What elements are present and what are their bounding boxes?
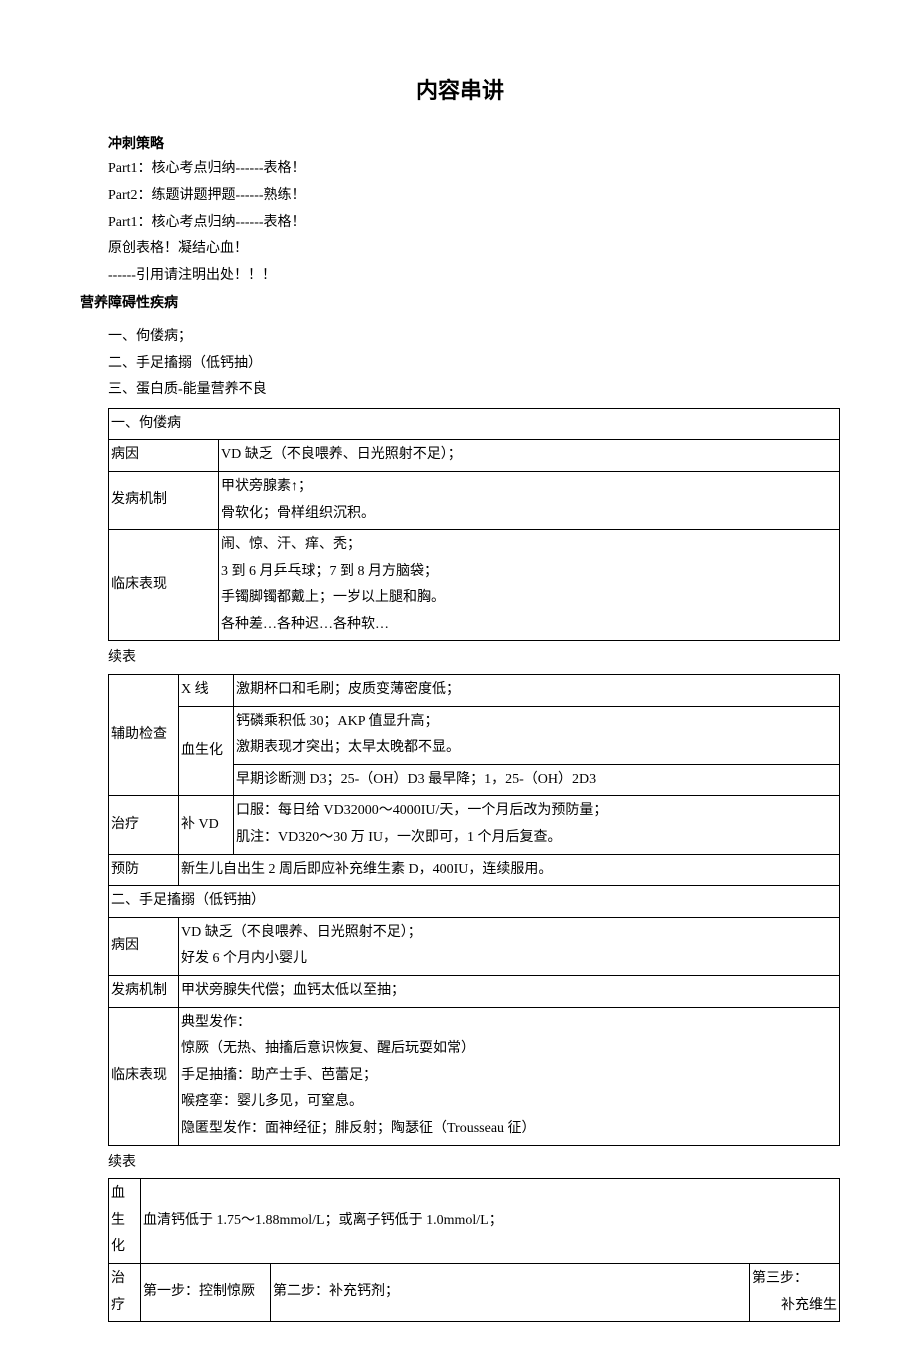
strategy-line: 原创表格！凝结心血！ <box>108 236 840 263</box>
continue-label: 续表 <box>80 645 840 672</box>
table-cell: 血生化 <box>179 706 234 796</box>
table-cell: 第一步：控制惊厥 <box>141 1263 271 1321</box>
table-row-header: 二、手足搐搦（低钙抽） <box>109 886 840 918</box>
table-cell: 补 VD <box>179 796 234 854</box>
table-row-header: 一、佝偻病 <box>109 408 840 440</box>
table-cell: 临床表现 <box>109 530 219 641</box>
table-cell: 病因 <box>109 440 219 472</box>
table-cell: 典型发作： 惊厥（无热、抽搐后意识恢复、醒后玩耍如常） 手足抽搐：助产士手、芭蕾… <box>179 1007 840 1145</box>
strategy-line: Part1：核心考点归纳------表格！ <box>108 210 840 237</box>
table-cell: 第三步： 补充维生 <box>750 1263 840 1321</box>
strategy-line: Part2：练题讲题押题------熟练！ <box>108 183 840 210</box>
table-1: 一、佝偻病 病因 VD 缺乏（不良喂养、日光照射不足）； 发病机制 甲状旁腺素↑… <box>108 408 840 642</box>
table-cell: VD 缺乏（不良喂养、日光照射不足）； <box>219 440 840 472</box>
table-cell: 新生儿自出生 2 周后即应补充维生素 D，400IU，连续服用。 <box>179 854 840 886</box>
page-title: 内容串讲 <box>80 70 840 112</box>
section-heading: 营养障碍性疾病 <box>80 289 840 316</box>
table-cell: 第二步：补充钙剂； <box>271 1263 750 1321</box>
strategy-heading: 冲刺策略 <box>108 130 840 157</box>
continue-label: 续表 <box>80 1150 840 1177</box>
table-cell: 临床表现 <box>109 1007 179 1145</box>
table-cell: 治疗 <box>109 1263 141 1321</box>
strategy-line: ------引用请注明出处！！！ <box>108 263 840 290</box>
table-cell: 血清钙低于 1.75～1.88mmol/L；或离子钙低于 1.0mmol/L； <box>141 1179 840 1264</box>
table-cell: 甲状旁腺素↑； 骨软化；骨样组织沉积。 <box>219 471 840 529</box>
list-item: 一、佝偻病； <box>108 324 840 351</box>
table-cell: VD 缺乏（不良喂养、日光照射不足）； 好发 6 个月内小婴儿 <box>179 917 840 975</box>
table-cell: 早期诊断测 D3；25-（OH）D3 最早降；1，25-（OH）2D3 <box>234 764 840 796</box>
table-cell: 甲状旁腺失代偿；血钙太低以至抽； <box>179 976 840 1008</box>
table-cell: 闹、惊、汗、痒、秃； 3 到 6 月乒乓球；7 到 8 月方脑袋； 手镯脚镯都戴… <box>219 530 840 641</box>
table-cell: 预防 <box>109 854 179 886</box>
table-cell: 血生化 <box>109 1179 141 1264</box>
table-2: 辅助检查 X 线 激期杯口和毛刷；皮质变薄密度低； 血生化 钙磷乘积低 30；A… <box>108 674 840 1146</box>
list-item: 二、手足搐搦（低钙抽） <box>108 351 840 378</box>
table-cell: 发病机制 <box>109 976 179 1008</box>
strategy-line: Part1：核心考点归纳------表格！ <box>108 156 840 183</box>
table-cell: 病因 <box>109 917 179 975</box>
table-cell: 发病机制 <box>109 471 219 529</box>
table-cell: 口服：每日给 VD32000～4000IU/天，一个月后改为预防量； 肌注：VD… <box>234 796 840 854</box>
table-3: 血生化 血清钙低于 1.75～1.88mmol/L；或离子钙低于 1.0mmol… <box>108 1178 840 1322</box>
table-cell: X 线 <box>179 675 234 707</box>
table-cell: 钙磷乘积低 30；AKP 值显升高； 激期表现才突出；太早太晚都不显。 <box>234 706 840 764</box>
table-cell: 激期杯口和毛刷；皮质变薄密度低； <box>234 675 840 707</box>
table-cell: 治疗 <box>109 796 179 854</box>
list-item: 三、蛋白质-能量营养不良 <box>108 377 840 404</box>
table-cell: 辅助检查 <box>109 675 179 796</box>
